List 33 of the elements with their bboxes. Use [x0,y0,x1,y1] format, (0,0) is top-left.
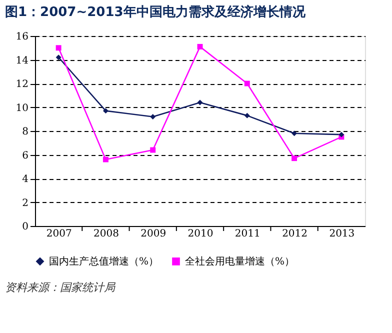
point [292,156,298,162]
point [56,45,62,51]
x-tick-label: 2010 [188,228,214,240]
x-tick-label: 2012 [282,228,308,240]
legend-label: 全社会用电量增速（%） [185,255,295,268]
y-tick-label: 2 [22,198,28,209]
y-tick-label: 16 [16,32,28,42]
text: 资料来源：国家统计局 [5,281,116,294]
x-tick-label: 2013 [329,228,355,240]
point [244,112,250,118]
chart-title: 图1：2007~2013年中国电力需求及经济增长情况 [5,4,306,20]
y-tick-label: 4 [22,174,28,185]
y-tick-label: 0 [22,222,28,232]
y-tick-label: 8 [22,126,28,138]
point [197,44,203,50]
y-tick-label: 12 [16,79,28,90]
point [56,54,62,60]
x-tick-label: 2008 [93,228,119,240]
y-tick-label: 10 [16,102,28,114]
point [150,147,156,153]
point [244,80,250,86]
y-tick-label: 14 [16,55,28,66]
x-tick-label: 2007 [46,228,72,240]
x-tick-label: 2011 [234,228,260,240]
point [102,156,108,162]
x-tick-label: 2009 [140,228,166,240]
point [197,100,203,106]
point [338,132,344,138]
y-tick-label: 6 [22,150,28,162]
point [150,114,156,120]
legend-label: 国内生产总值增速（%） [49,255,159,268]
point [102,108,108,114]
point [292,130,298,136]
